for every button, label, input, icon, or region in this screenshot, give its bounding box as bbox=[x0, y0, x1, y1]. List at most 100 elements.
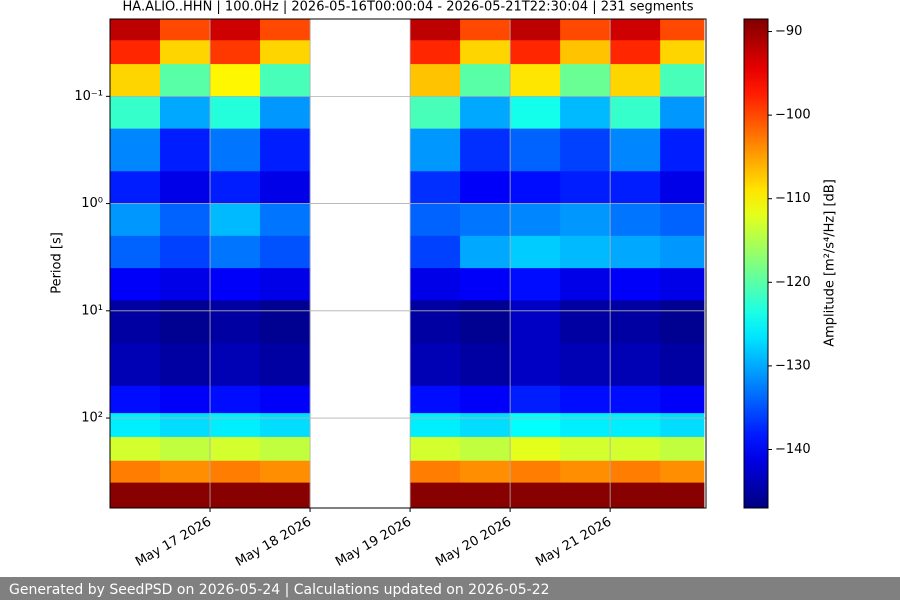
colorbar-tick-label: −90 bbox=[775, 24, 802, 39]
heatmap-cell bbox=[160, 436, 211, 462]
heatmap-cell bbox=[110, 413, 161, 438]
heatmap-cell bbox=[160, 460, 211, 484]
heatmap-cell bbox=[410, 128, 461, 172]
heatmap-cell bbox=[260, 460, 311, 484]
chart-title: HA.ALIO..HHN | 100.0Hz | 2026-05-16T00:0… bbox=[123, 0, 694, 15]
y-axis-label: Period [s] bbox=[50, 232, 65, 294]
heatmap-cell bbox=[160, 235, 211, 269]
heatmap-cell bbox=[110, 171, 161, 205]
colorbar bbox=[743, 18, 769, 509]
heatmap-cell bbox=[410, 300, 461, 344]
heatmap-cell bbox=[410, 343, 461, 387]
heatmap-cell bbox=[610, 40, 661, 65]
heatmap-cell bbox=[160, 343, 211, 387]
heatmap-cell bbox=[210, 64, 261, 97]
x-tick-label: May 18 2026 bbox=[233, 514, 314, 569]
heatmap-cell bbox=[660, 40, 705, 65]
heatmap-cell bbox=[660, 460, 705, 484]
heatmap-cell bbox=[610, 343, 661, 387]
heatmap-cell bbox=[410, 64, 461, 97]
heatmap-cell bbox=[160, 385, 211, 414]
heatmap-cell bbox=[510, 300, 561, 344]
heatmap-cell bbox=[460, 40, 511, 65]
heatmap-cell bbox=[210, 300, 261, 344]
heatmap-cell bbox=[210, 460, 261, 484]
heatmap-cell bbox=[260, 436, 311, 462]
heatmap-cell bbox=[660, 128, 705, 172]
heatmap-cell bbox=[160, 128, 211, 172]
heatmap-cell bbox=[660, 343, 705, 387]
heatmap-cell bbox=[560, 482, 611, 509]
heatmap-cell bbox=[410, 385, 461, 414]
heatmap-cell bbox=[510, 203, 561, 237]
heatmap-cell bbox=[460, 96, 511, 130]
heatmap-cell bbox=[510, 482, 561, 509]
colorbar-tick-label: −140 bbox=[775, 442, 811, 457]
heatmap-cell bbox=[410, 460, 461, 484]
footer-text: Generated by SeedPSD on 2026-05-24 | Cal… bbox=[9, 582, 550, 598]
heatmap-cell bbox=[110, 460, 161, 484]
heatmap-cell bbox=[610, 64, 661, 97]
heatmap-cell bbox=[510, 268, 561, 301]
heatmap-cell bbox=[160, 413, 211, 438]
heatmap-cell bbox=[610, 128, 661, 172]
heatmap-cell bbox=[210, 343, 261, 387]
heatmap-cell bbox=[460, 203, 511, 237]
heatmap-cell bbox=[160, 64, 211, 97]
heatmap-cell bbox=[110, 343, 161, 387]
heatmap-cell bbox=[460, 300, 511, 344]
heatmap-cell bbox=[660, 385, 705, 414]
heatmap-cell bbox=[460, 171, 511, 205]
heatmap-cell bbox=[510, 343, 561, 387]
heatmap-cell bbox=[610, 385, 661, 414]
colorbar-tick-label: −120 bbox=[775, 275, 811, 290]
heatmap-cell bbox=[660, 235, 705, 269]
heatmap-cell bbox=[560, 64, 611, 97]
heatmap-cell bbox=[110, 96, 161, 130]
heatmap-cell bbox=[610, 268, 661, 301]
heatmap-cell bbox=[610, 460, 661, 484]
x-tick-label: May 19 2026 bbox=[333, 514, 414, 569]
heatmap-cell bbox=[460, 413, 511, 438]
heatmap-cell bbox=[560, 268, 611, 301]
heatmap-cell bbox=[260, 203, 311, 237]
heatmap-cell bbox=[560, 300, 611, 344]
heatmap-cell bbox=[610, 235, 661, 269]
heatmap-cell bbox=[510, 96, 561, 130]
heatmap-cell bbox=[560, 460, 611, 484]
heatmap-cell bbox=[260, 300, 311, 344]
heatmap-cell bbox=[660, 19, 705, 41]
x-tick-label: May 20 2026 bbox=[433, 514, 514, 569]
colorbar-label: Amplitude [m²/s⁴/Hz] [dB] bbox=[823, 179, 838, 347]
heatmap-cell bbox=[510, 19, 561, 41]
heatmap-cell bbox=[410, 203, 461, 237]
heatmap-cell bbox=[210, 171, 261, 205]
heatmap-cell bbox=[610, 203, 661, 237]
heatmap-cell bbox=[210, 19, 261, 41]
heatmap-cell bbox=[560, 385, 611, 414]
heatmap-cell bbox=[210, 235, 261, 269]
heatmap-cell bbox=[260, 96, 311, 130]
heatmap-cell bbox=[110, 203, 161, 237]
heatmap-cell bbox=[210, 385, 261, 414]
heatmap-cell bbox=[210, 128, 261, 172]
heatmap-cell bbox=[110, 128, 161, 172]
heatmap-cell bbox=[110, 268, 161, 301]
y-tick-label: 10⁻¹ bbox=[74, 89, 103, 104]
heatmap-cell bbox=[510, 235, 561, 269]
heatmap-cell bbox=[610, 436, 661, 462]
heatmap-cell bbox=[110, 19, 161, 41]
heatmap-cell bbox=[510, 385, 561, 414]
heatmap-cell bbox=[410, 171, 461, 205]
heatmap-cell bbox=[260, 128, 311, 172]
heatmap-cell bbox=[510, 64, 561, 97]
heatmap-cell bbox=[660, 413, 705, 438]
heatmap-cell bbox=[660, 96, 705, 130]
heatmap-cell bbox=[160, 268, 211, 301]
heatmap-cell bbox=[560, 343, 611, 387]
heatmap-cell bbox=[260, 413, 311, 438]
y-tick-label: 10¹ bbox=[81, 303, 103, 318]
heatmap-cell bbox=[260, 40, 311, 65]
heatmap-cell bbox=[260, 64, 311, 97]
heatmap-cell bbox=[610, 96, 661, 130]
